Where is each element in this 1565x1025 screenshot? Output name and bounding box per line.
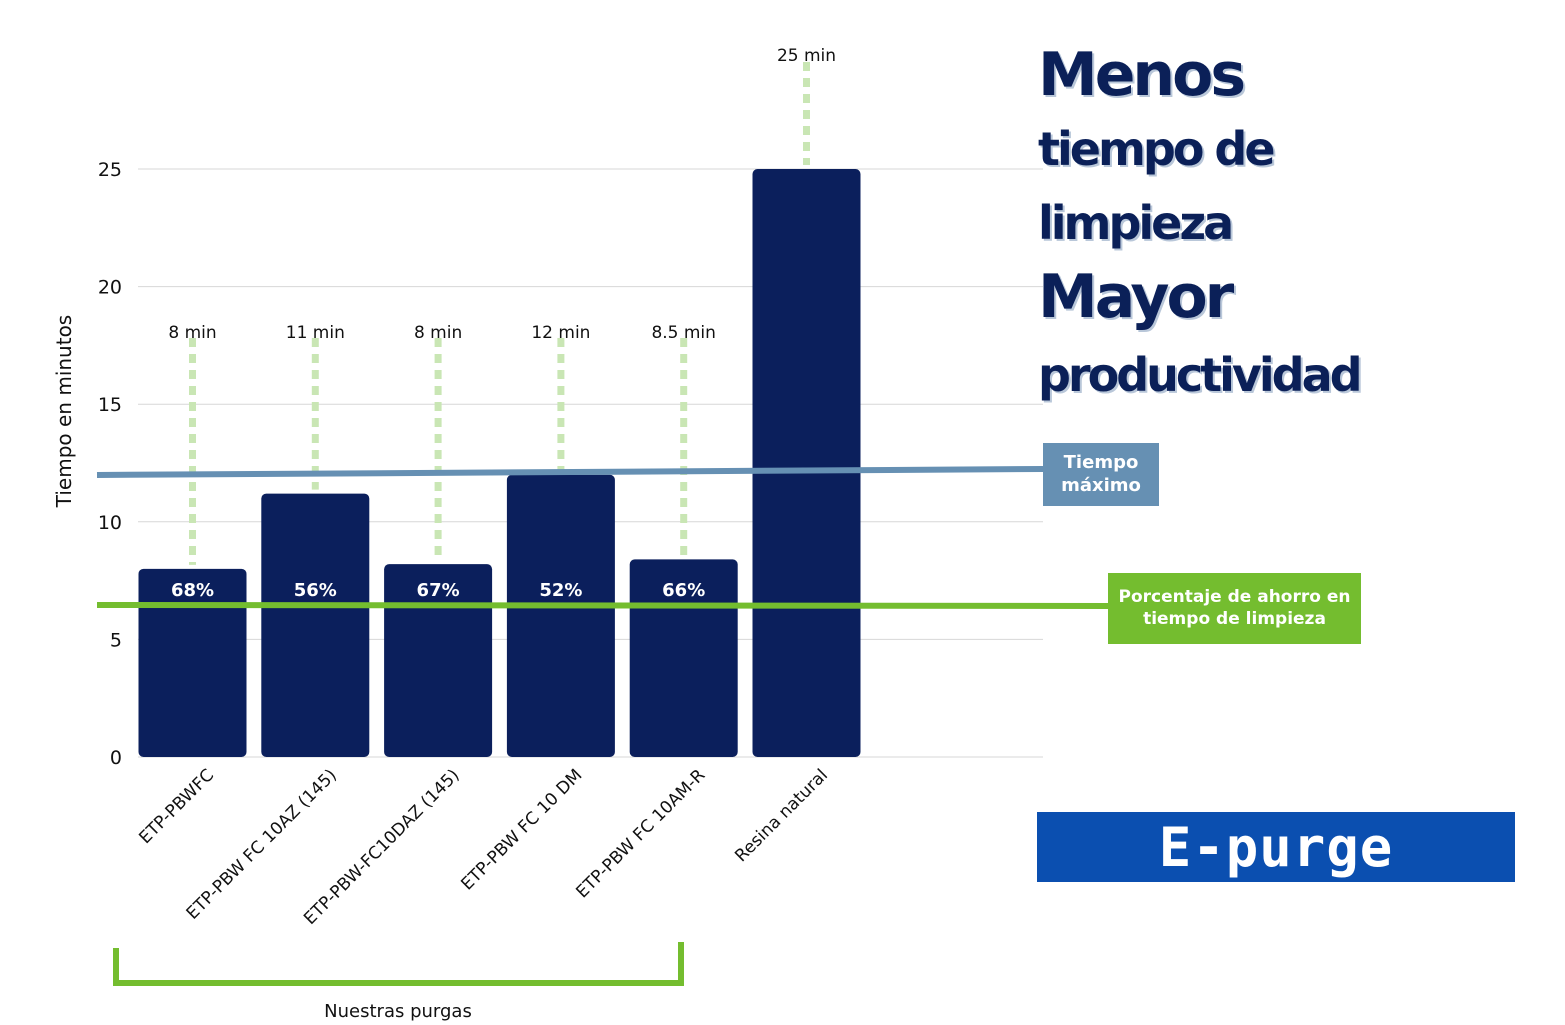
headline-menos: Menos [1038,40,1246,110]
y-tick-label: 15 [98,394,122,416]
headline-mayor: Mayor [1038,262,1234,332]
headline-productividad: productividad [1038,348,1363,402]
time-label: 12 min [531,323,590,343]
headline-limpieza: limpieza [1038,196,1234,250]
x-category-label: ETP-PBW FC 10AM-R [572,765,709,902]
y-tick-label: 10 [98,512,122,534]
headline-tiempo-de: tiempo de [1038,122,1276,176]
y-tick-label: 20 [98,277,122,299]
e-purge-logo: E-purge [1037,812,1515,882]
x-category-label: ETP-PBW FC 10 DM [457,765,586,894]
group-bracket [113,942,684,986]
time-label: 25 min [777,46,836,66]
bar [384,564,493,757]
saving-percent-label: 52% [539,580,582,601]
saving-percent-label: 67% [417,580,460,601]
saving-percent-label: 66% [662,580,705,601]
saving-line [96,602,1109,609]
bar [629,559,738,757]
y-tick-label: 25 [98,159,122,181]
saving-percent-label: 56% [294,580,337,601]
bar [752,169,861,757]
max-time-line [96,466,1044,478]
bar [506,474,615,757]
time-label: 8 min [414,323,462,343]
bar [138,568,247,757]
bar [261,493,370,757]
y-tick-label: 0 [110,747,122,769]
time-label: 11 min [286,323,345,343]
time-label: 8 min [168,323,216,343]
saving-legend: Porcentaje de ahorro en tiempo de limpie… [1108,573,1361,644]
y-axis-label: Tiempo en minutos [52,315,76,508]
group-label: Nuestras purgas [324,1001,472,1022]
max-time-legend: Tiempo máximo [1043,443,1159,506]
x-category-label: Resina natural [731,765,832,866]
saving-percent-label: 68% [171,580,214,601]
time-label: 8.5 min [651,323,716,343]
y-tick-label: 5 [110,629,122,651]
x-category-label: ETP-PBWFC [135,765,218,848]
